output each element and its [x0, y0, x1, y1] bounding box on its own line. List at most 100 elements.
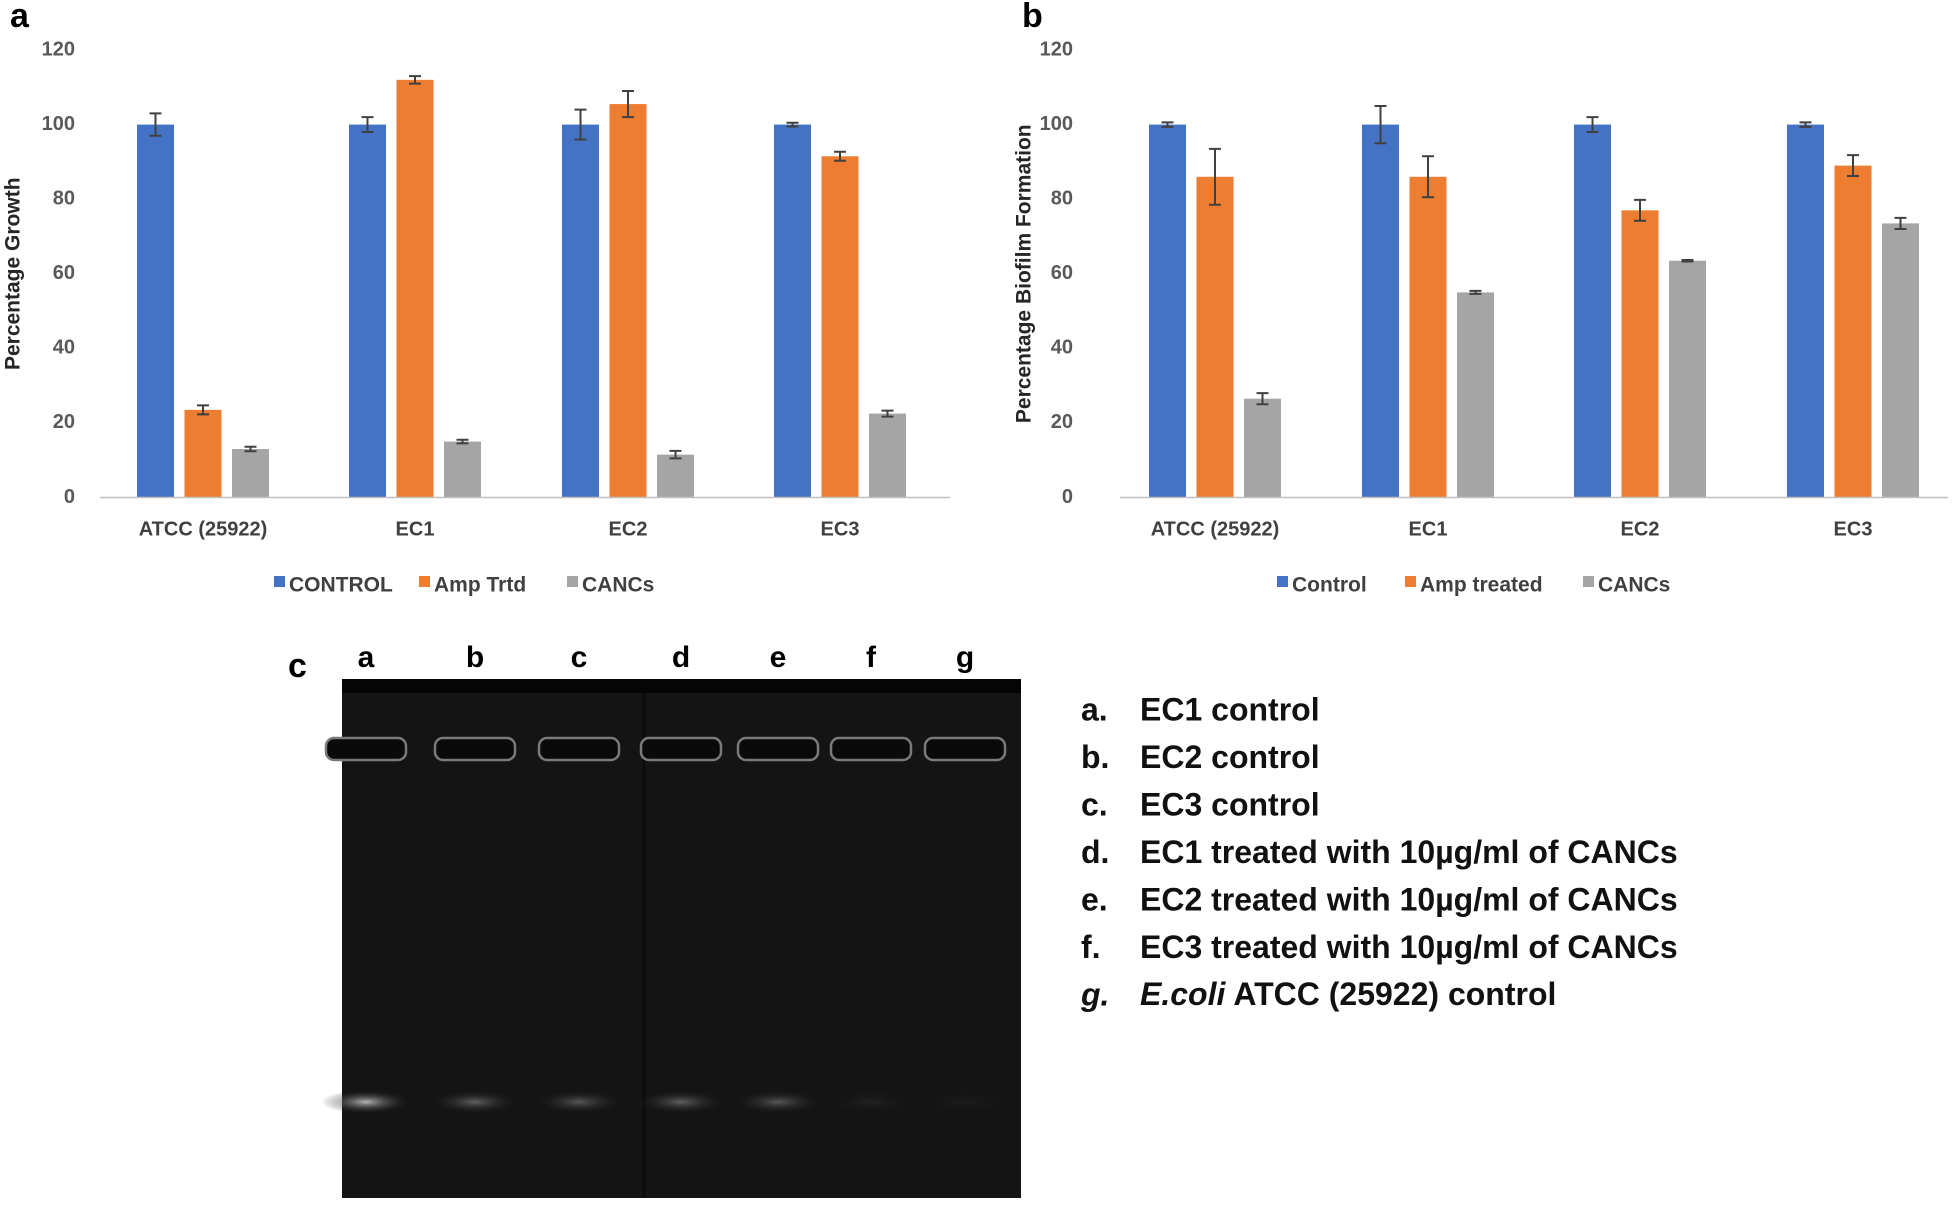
bar	[349, 124, 386, 498]
y-tick-label: 60	[1051, 262, 1073, 284]
bar	[562, 124, 599, 498]
bar	[396, 79, 434, 498]
lane-label: d	[672, 641, 690, 674]
legend-label: CANCs	[1598, 574, 1670, 597]
y-tick-label: 0	[64, 486, 75, 508]
bar	[1196, 176, 1234, 498]
y-tick-label: 100	[42, 113, 75, 135]
y-tick-label: 120	[1040, 38, 1073, 60]
error-bar	[244, 445, 257, 453]
bar	[1457, 292, 1494, 498]
panel-label: c	[288, 647, 307, 685]
gel-well	[829, 736, 913, 762]
bar	[1362, 124, 1399, 498]
legend-marker: d.	[1081, 834, 1109, 870]
x-tick-label: EC1	[1409, 518, 1448, 540]
error-bar	[1256, 392, 1269, 406]
legend-marker: a.	[1081, 691, 1108, 727]
error-bar	[361, 116, 374, 134]
legend-swatch	[1583, 576, 1594, 587]
gel-well	[639, 736, 723, 762]
y-tick-label: 120	[42, 38, 75, 60]
gel-well	[433, 736, 517, 762]
error-bar	[669, 449, 682, 460]
legend-swatch	[1405, 576, 1416, 587]
legend-swatch	[1277, 576, 1288, 587]
legend-item: EC3 control	[1140, 786, 1320, 822]
legend-item: EC3 treated with 10µg/ml of CANCs	[1140, 929, 1678, 965]
legend-marker: b.	[1081, 739, 1109, 775]
bar	[184, 409, 222, 498]
bar	[821, 156, 859, 498]
bar	[1882, 223, 1919, 498]
y-tick-label: 100	[1040, 113, 1073, 135]
bar	[1244, 398, 1281, 498]
error-bar	[1161, 121, 1174, 128]
error-bar	[409, 75, 421, 85]
error-bar	[1209, 147, 1221, 206]
error-bar	[1634, 198, 1646, 222]
legend-label: Amp treated	[1420, 574, 1543, 597]
gel-edge	[342, 679, 1021, 693]
error-bar	[456, 438, 469, 445]
gel-well	[736, 736, 820, 762]
error-bar	[197, 404, 209, 416]
gel-well	[923, 736, 1007, 762]
bar	[609, 104, 647, 498]
bar	[774, 124, 811, 498]
dna-band	[826, 1090, 916, 1114]
bar	[657, 454, 694, 498]
legend-item: EC2 control	[1140, 739, 1320, 775]
bar	[1787, 124, 1824, 498]
error-bar	[1894, 216, 1907, 230]
lane-label: f	[866, 641, 877, 674]
legend-swatch	[274, 576, 285, 587]
dna-band	[321, 1090, 411, 1114]
y-tick-label: 20	[53, 411, 75, 433]
lane-label: b	[466, 641, 484, 674]
y-axis-title: Percentage Growth	[2, 177, 25, 370]
x-tick-label: EC1	[396, 518, 435, 540]
legend-item: EC2 treated with 10µg/ml of CANCs	[1140, 881, 1678, 917]
lane-label: g	[956, 641, 974, 674]
y-tick-label: 80	[1051, 187, 1073, 209]
bar	[1574, 124, 1611, 498]
dna-band	[534, 1090, 624, 1114]
lane-label: e	[770, 641, 787, 674]
bar	[1621, 210, 1659, 498]
error-bar	[1681, 258, 1694, 263]
x-tick-label: EC2	[609, 518, 648, 540]
bar	[1149, 124, 1186, 498]
error-bar	[834, 150, 846, 162]
panel-label: b	[1022, 0, 1043, 35]
error-bar	[1422, 155, 1434, 199]
x-tick-label: ATCC (25922)	[139, 518, 268, 540]
x-tick-label: ATCC (25922)	[1151, 518, 1280, 540]
y-axis-title: Percentage Biofilm Formation	[1013, 124, 1036, 423]
y-tick-label: 60	[53, 262, 75, 284]
legend-marker: g.	[1080, 976, 1109, 1012]
error-bar	[881, 409, 894, 418]
legend-marker: e.	[1081, 881, 1108, 917]
legend-label: CONTROL	[289, 574, 393, 597]
y-tick-label: 40	[53, 337, 75, 359]
error-bar	[149, 112, 162, 137]
gel-well	[324, 736, 408, 762]
error-bar	[1799, 121, 1812, 128]
y-tick-label: 80	[53, 187, 75, 209]
legend-item: EC1 control	[1140, 691, 1320, 727]
gel-well	[537, 736, 621, 762]
y-tick-label: 0	[1062, 486, 1073, 508]
dna-band	[636, 1090, 726, 1114]
lane-label: c	[571, 641, 588, 674]
error-bar	[786, 121, 799, 128]
bar	[444, 441, 481, 498]
dna-band	[430, 1090, 520, 1114]
x-tick-label: EC2	[1621, 518, 1660, 540]
x-tick-label: EC3	[1834, 518, 1873, 540]
legend-label: CANCs	[582, 574, 654, 597]
legend-label: Amp Trtd	[434, 574, 526, 597]
error-bar	[1847, 154, 1859, 178]
bar	[137, 124, 174, 498]
